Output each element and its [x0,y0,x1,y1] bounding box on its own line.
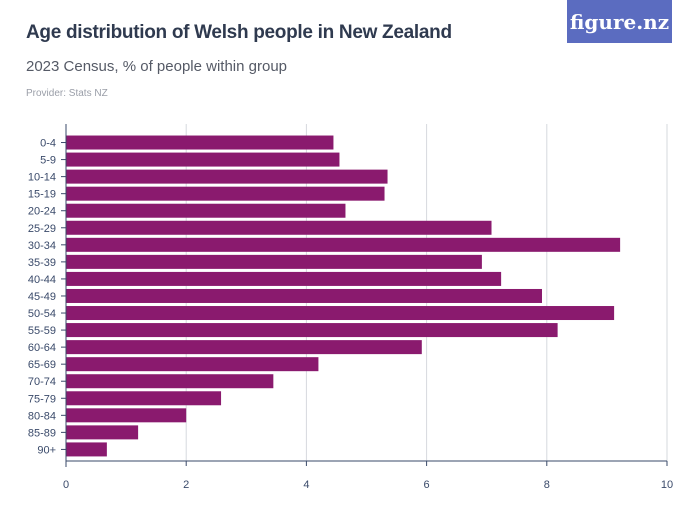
bar [66,374,274,389]
category-label: 90+ [37,444,56,456]
category-label: 0-4 [40,138,56,150]
category-label: 60-64 [28,342,56,354]
chart-subtitle: 2023 Census, % of people within group [26,58,288,75]
x-tick-label: 2 [183,479,189,491]
x-tick-label: 6 [424,479,430,491]
x-tick-label: 8 [544,479,550,491]
category-label: 35-39 [28,257,56,269]
category-label: 40-44 [28,274,56,286]
x-tick-label: 4 [303,479,309,491]
bar [66,203,346,218]
category-label: 75-79 [28,393,56,405]
category-label: 80-84 [28,410,56,422]
bar [66,152,340,167]
bar [66,186,385,201]
bar [66,271,502,286]
bar [66,323,558,338]
bar [66,135,334,150]
category-label: 10-14 [28,172,56,184]
x-tick-label: 10 [661,479,673,491]
figure-nz-logo[interactable]: figure.nz [567,0,672,43]
bar [66,169,388,184]
bar [66,357,319,372]
category-label: 50-54 [28,308,56,320]
provider-label: Provider: Stats NZ [26,88,108,99]
category-label: 85-89 [28,427,56,439]
bar [66,288,542,303]
category-label: 65-69 [28,359,56,371]
chart-title: Age distribution of Welsh people in New … [26,22,452,43]
bar [66,425,139,440]
bar [66,220,492,235]
category-label: 20-24 [28,206,56,218]
category-label: 15-19 [28,189,56,201]
bar [66,391,222,406]
bar [66,254,482,269]
category-label: 5-9 [40,155,56,167]
category-label: 30-34 [28,240,56,252]
x-tick-label: 0 [63,479,69,491]
category-label: 45-49 [28,291,56,303]
category-label: 55-59 [28,325,56,337]
bar [66,340,422,355]
bar [66,306,615,321]
category-label: 70-74 [28,376,56,388]
bar [66,237,621,252]
bar [66,442,107,457]
bar [66,408,187,423]
category-label: 25-29 [28,223,56,235]
